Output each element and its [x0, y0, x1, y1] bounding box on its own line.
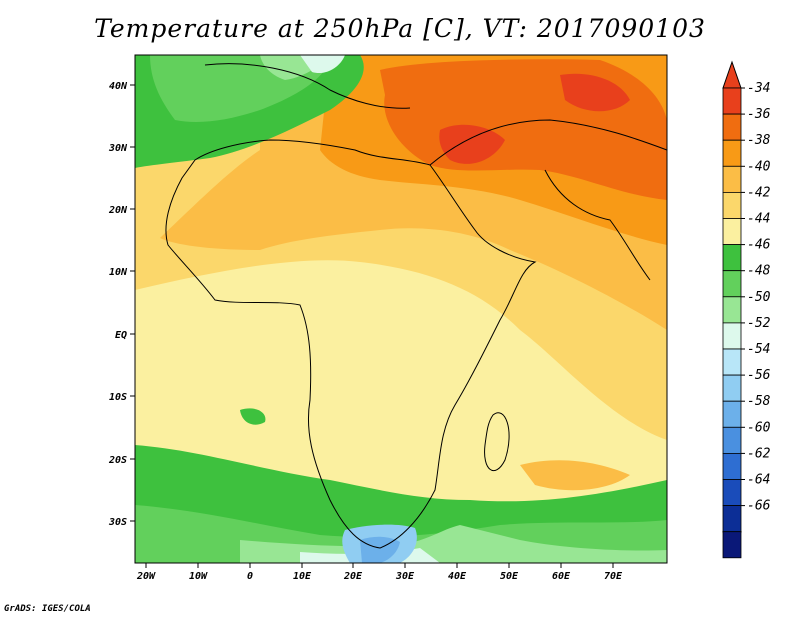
lat-axis: 40N 30N 20N 10N EQ 10S 20S 30S: [108, 81, 135, 528]
map-frame: [134, 54, 668, 564]
colorbar-swatch: [722, 191, 742, 219]
colorbar-label: -56: [747, 368, 771, 383]
colorbar-swatch: [722, 531, 742, 559]
colorbar-swatch: [722, 270, 742, 298]
colorbar-swatch: [722, 479, 742, 507]
map-title: Temperature at 250hPa [C], VT: 201709010…: [94, 14, 706, 43]
colorbar-label: -66: [747, 499, 771, 514]
lat-label: EQ: [115, 330, 127, 341]
colorbar-swatch: [722, 374, 742, 402]
lon-label: 60E: [552, 571, 571, 582]
colorbar-swatch: [722, 322, 742, 350]
coastline: [165, 63, 667, 549]
colorbar-swatch: [722, 113, 742, 141]
colorbar-label: -42: [747, 185, 771, 200]
colorbar-label: -50: [747, 290, 771, 305]
colorbar-swatch: [722, 400, 742, 428]
colorbar: -34 -36 -38 -40 -42 -44 -46 -48 -50 -52 -54 -56 -58 -…: [722, 60, 771, 559]
colorbar-swatch: [722, 139, 742, 167]
colorbar-label: -64: [747, 473, 770, 488]
colorbar-label: -62: [747, 446, 771, 461]
lon-label: 20E: [343, 571, 363, 582]
lon-label: 40E: [448, 571, 467, 582]
colorbar-label: -54: [747, 342, 770, 357]
lon-axis: 20W 10W 0 10E 20E 30E 40E 50E 60E 70E: [136, 563, 623, 582]
lon-label: 0: [247, 571, 253, 582]
lat-label: 20S: [108, 455, 127, 466]
colorbar-swatch: [722, 244, 742, 272]
lon-label: 70E: [604, 571, 623, 582]
lat-label: 40N: [109, 81, 128, 92]
colorbar-label: -46: [747, 238, 771, 253]
colorbar-label: -36: [747, 107, 771, 122]
lat-label: 20N: [108, 205, 128, 216]
colorbar-swatch: [722, 165, 742, 193]
colorbar-swatch: [722, 218, 742, 246]
colorbar-swatch: [722, 452, 742, 480]
colorbar-swatch: [722, 505, 742, 533]
credit-text: GrADS: IGES/COLA: [4, 604, 91, 614]
lat-label: 10S: [109, 392, 127, 403]
lon-label: 10W: [189, 571, 208, 582]
temperature-field: [135, 55, 667, 563]
colorbar-top-arrow: [722, 60, 742, 89]
colorbar-swatch: [722, 87, 742, 115]
lat-label: 30S: [108, 517, 127, 528]
lon-label: 10E: [293, 571, 312, 582]
colorbar-swatch: [722, 296, 742, 324]
colorbar-label: -58: [747, 394, 771, 409]
colorbar-label: -44: [747, 212, 770, 227]
colorbar-label: -52: [747, 316, 771, 331]
lat-label: 10N: [109, 267, 128, 278]
colorbar-label: -34: [747, 81, 770, 96]
colorbar-label: -48: [747, 264, 771, 279]
colorbar-swatch: [722, 426, 742, 454]
colorbar-label: -40: [747, 159, 771, 174]
colorbar-label: -60: [747, 420, 771, 435]
colorbar-swatch: [722, 348, 742, 376]
lat-label: 30N: [108, 143, 128, 154]
lon-label: 50E: [500, 571, 519, 582]
lon-label: 20W: [136, 571, 156, 582]
colorbar-label: -38: [747, 133, 771, 148]
lon-label: 30E: [395, 571, 415, 582]
